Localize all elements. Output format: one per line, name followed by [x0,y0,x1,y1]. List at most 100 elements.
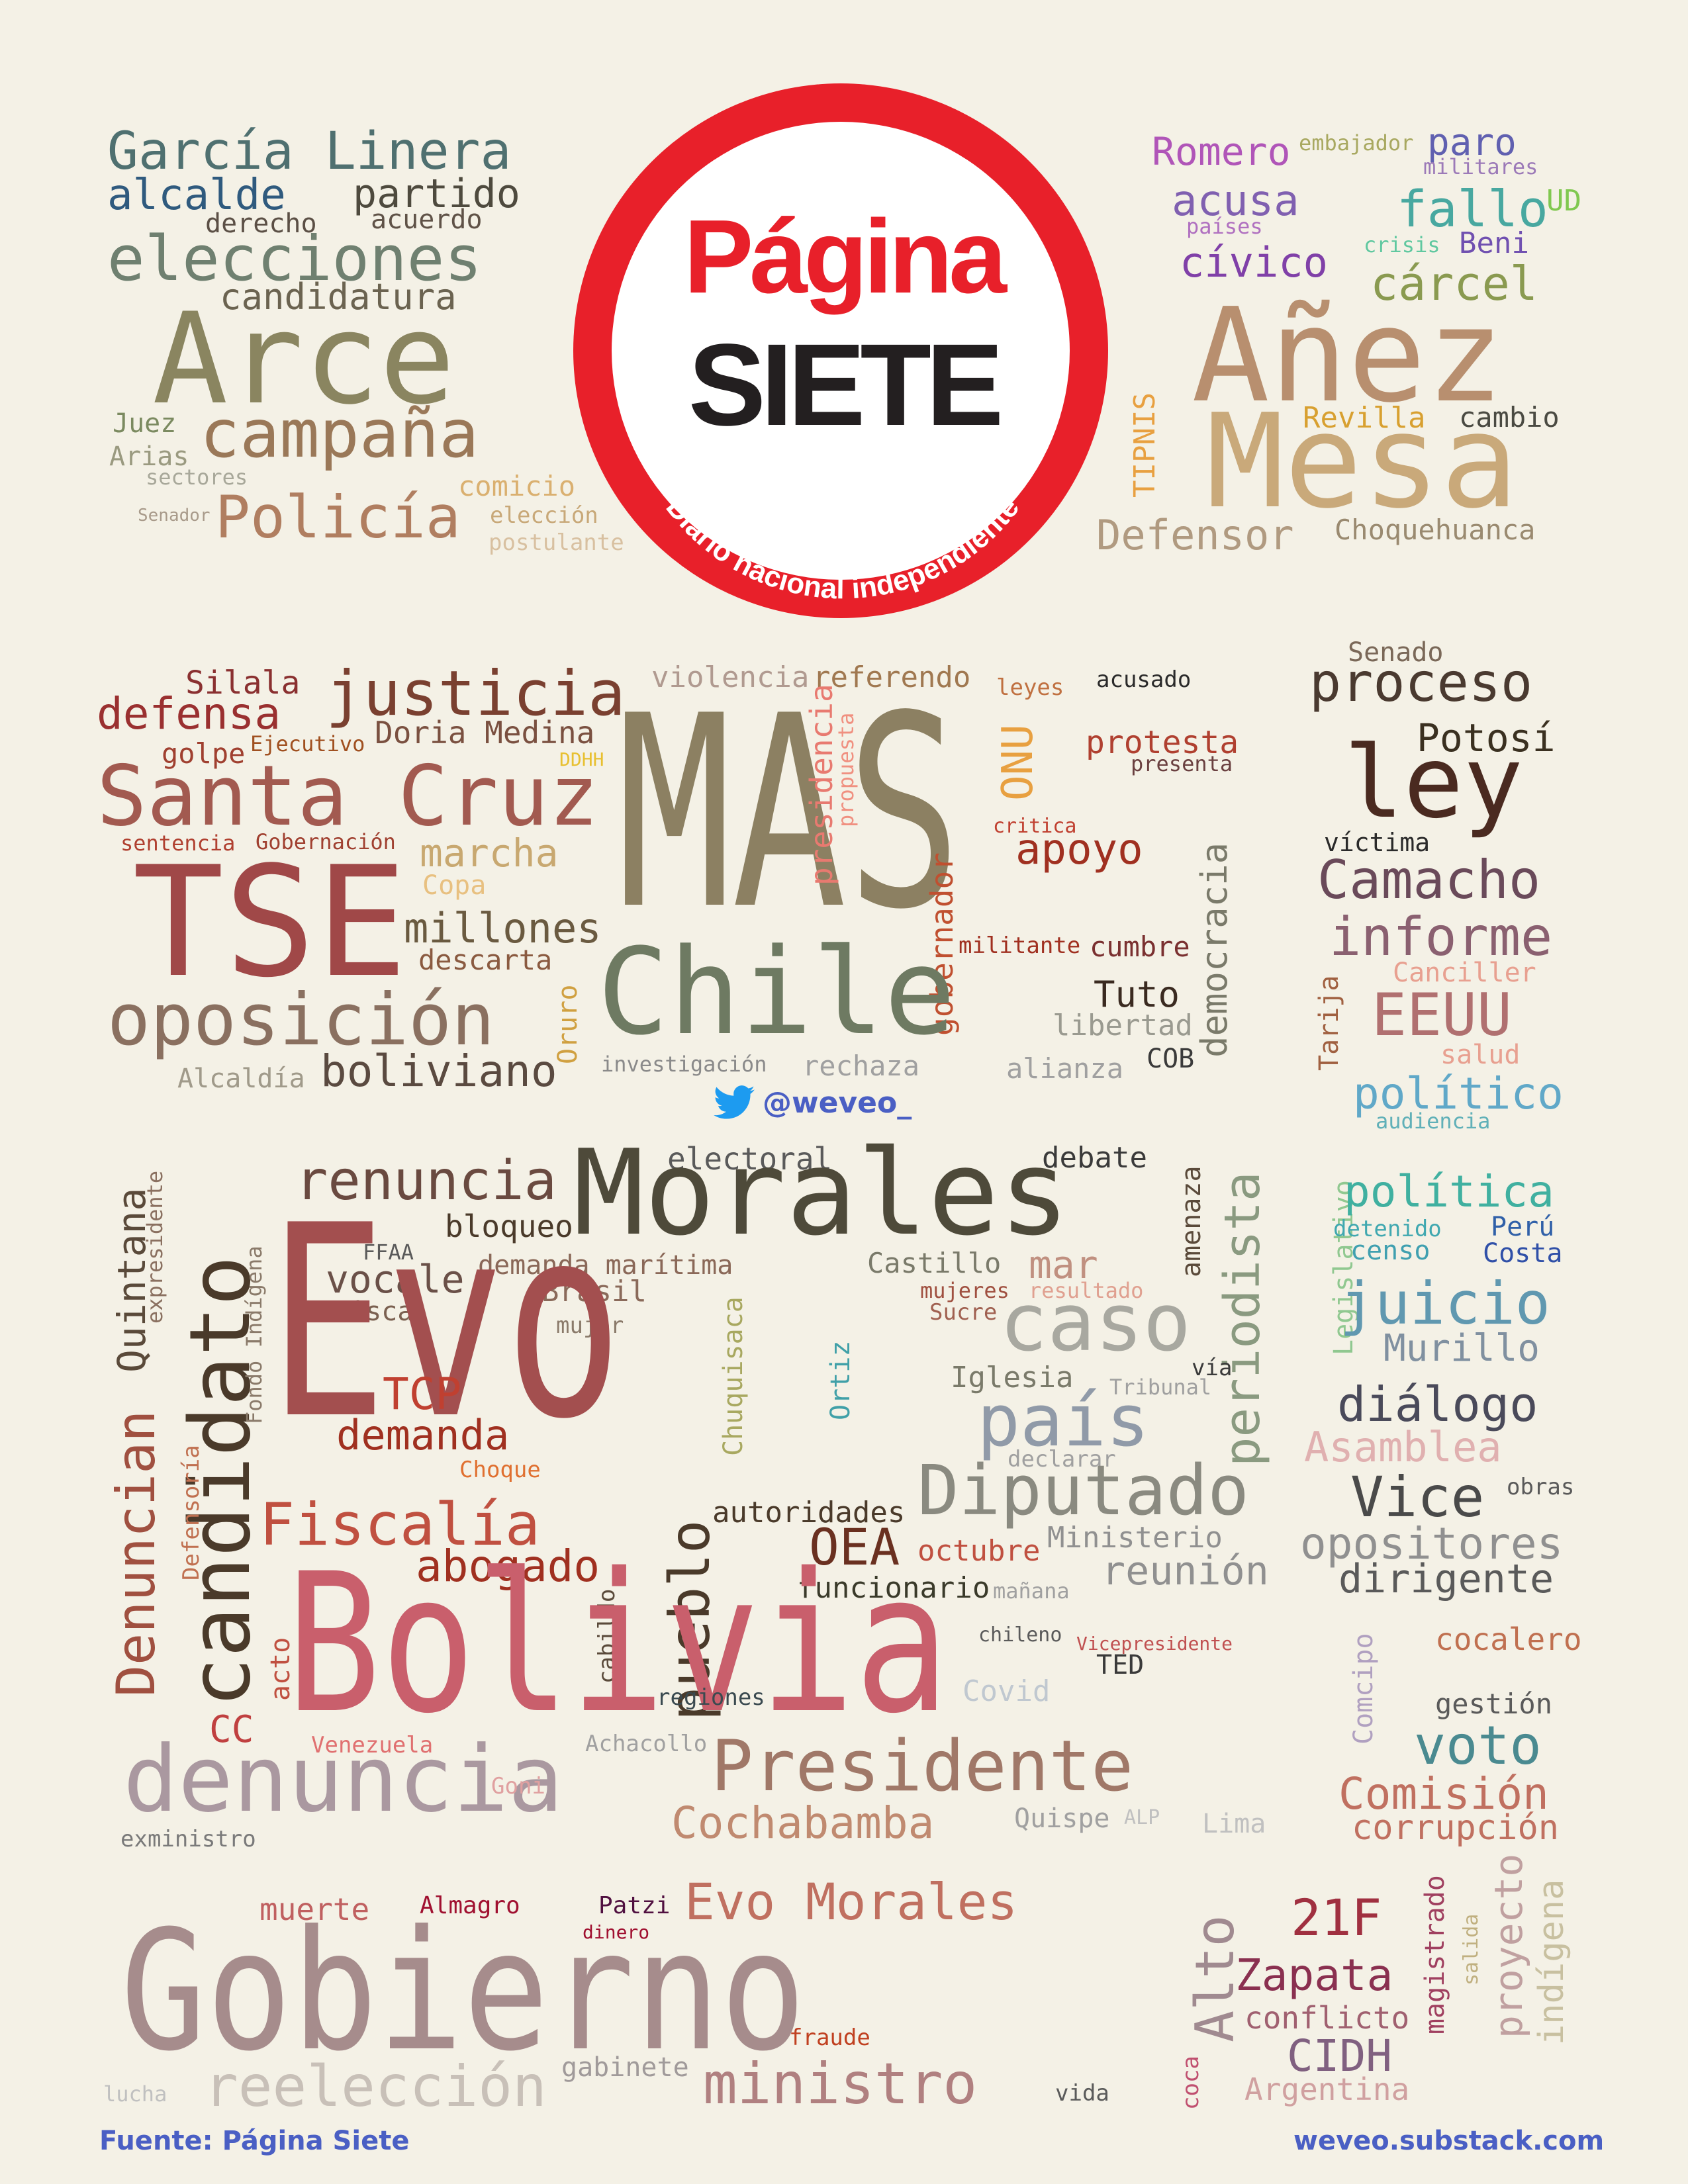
cloud-word: Ortiz [825,1340,856,1420]
cloud-word: octubre [917,1534,1041,1568]
cloud-word: acuerdo [371,205,483,235]
cloud-word: alianza [1006,1052,1124,1085]
cloud-word: Brasil [541,1275,647,1308]
cloud-word: obras [1507,1474,1575,1500]
cloud-word: boliviano [320,1046,557,1097]
cloud-word: Achacollo [585,1731,708,1757]
cloud-word: presenta [1131,751,1233,776]
cloud-word: golpe [162,737,246,770]
cloud-word: Choquehuanca [1335,514,1536,546]
cloud-word: vocale [326,1257,465,1302]
cloud-word: elección [490,502,598,529]
cloud-word: FFAA [363,1240,414,1265]
cloud-word: cambio [1459,401,1560,433]
cloud-word: detenido [1333,1216,1442,1242]
cloud-word: Silala [185,664,301,702]
cloud-word: Camacho [1317,849,1541,911]
cloud-word: ONU [994,724,1043,801]
cloud-word: Presidente [711,1725,1134,1807]
cloud-word: Defensor [1096,511,1294,559]
cloud-word: bloqueo [445,1208,573,1244]
logo-word-pagina: Página [684,199,1008,315]
cloud-word: Zapata [1235,1950,1393,2001]
cloud-word: Vicepresidente [1076,1633,1233,1655]
cloud-word: gabinete [561,2052,689,2083]
cloud-word: TED [1096,1650,1145,1680]
cloud-word: Tribunal [1109,1375,1212,1400]
cloud-word: Evo [269,1169,623,1477]
cloud-word: Santa Cruz [97,747,599,844]
cloud-word: COB [1147,1044,1195,1074]
cloud-word: DDHH [559,749,604,770]
cloud-word: víctima [1324,828,1430,857]
cloud-word: países [1186,214,1263,239]
footer-site-link[interactable]: weveo.substack.com [1293,2126,1605,2156]
twitter-bird-icon [714,1085,755,1119]
cloud-word: marcha [420,831,559,876]
cloud-word: Copa [422,870,487,901]
cloud-word: magistrado [1420,1875,1450,2034]
cloud-word: Cochabamba [671,1797,935,1848]
cloud-word: demanda [336,1411,510,1459]
cloud-word: Patzi [598,1892,671,1919]
cloud-word: embajador [1299,130,1414,156]
cloud-word: gestión [1435,1688,1553,1720]
cloud-word: alcalde [107,171,286,220]
cloud-word: Alcaldía [177,1064,305,1094]
cloud-word: salud [1440,1040,1521,1070]
cloud-word: conflicto [1244,2000,1410,2036]
cloud-word: muerte [259,1891,370,1927]
cloud-word: funcionario [797,1571,990,1605]
cloud-word: Chile [597,923,956,1062]
cloud-word: Oruro [553,984,583,1064]
cloud-word: oposición [107,979,495,1062]
cloud-word: cívico [1180,238,1328,287]
cloud-word: fallo [1397,179,1548,238]
cloud-word: mujer [556,1312,624,1339]
pagina-siete-logo: Página SIETE Diario nacional independien… [573,83,1108,618]
cloud-word: Doria Medina [375,715,595,751]
cloud-word: Senador [138,506,211,525]
cloud-word: sentencia [120,831,236,856]
cloud-word: Senado [1348,637,1444,668]
cloud-word: propuesta [833,712,859,827]
cloud-word: opositores [1300,1518,1564,1569]
cloud-word: diálogo [1337,1377,1538,1432]
cloud-word: CIDH [1287,2030,1392,2081]
cloud-word: TCP [383,1369,462,1420]
cloud-word: Comcipo [1348,1633,1379,1745]
twitter-handle[interactable]: @weveo_ [714,1085,912,1120]
cloud-word: mar [1029,1242,1098,1287]
cloud-word: voto [1414,1715,1542,1776]
cloud-word: Alto [1184,1915,1246,2042]
cloud-word: política [1344,1166,1554,1217]
cloud-word: Revilla [1303,401,1426,435]
cloud-word: Covid [962,1674,1051,1708]
cloud-word: Evo Morales [684,1872,1018,1931]
cloud-word: Diputado [917,1450,1249,1531]
cloud-word: apoyo [1015,825,1143,874]
cloud-word: periodista [1214,1171,1271,1467]
cloud-word: regiones [657,1684,765,1711]
cloud-word: denuncia [123,1726,563,1833]
cloud-word: investigación [601,1052,767,1077]
cloud-word: Venezuela [311,1732,434,1758]
cloud-word: leyes [996,674,1064,701]
cloud-word: político [1353,1068,1564,1119]
cloud-word: Romero [1152,129,1291,174]
cloud-word: Defensoría [178,1445,205,1580]
logo-inner-disc [612,122,1070,580]
cloud-word: Añez [1192,281,1505,432]
cloud-word: Tuto [1094,974,1180,1015]
cloud-word: Iglesia [951,1361,1074,1394]
cloud-word: informe [1329,906,1553,968]
cloud-word: García Linera [107,122,512,181]
cloud-word: salida [1460,1913,1483,1985]
cloud-word: TSE [132,835,408,1011]
cloud-word: reunión [1102,1548,1269,1594]
cloud-word: Fiscalía [259,1490,540,1559]
cloud-word: Canciller [1393,958,1536,988]
cloud-word: ALP [1124,1806,1160,1829]
cloud-word: CC [209,1708,254,1751]
cloud-word: Murillo [1383,1327,1540,1370]
